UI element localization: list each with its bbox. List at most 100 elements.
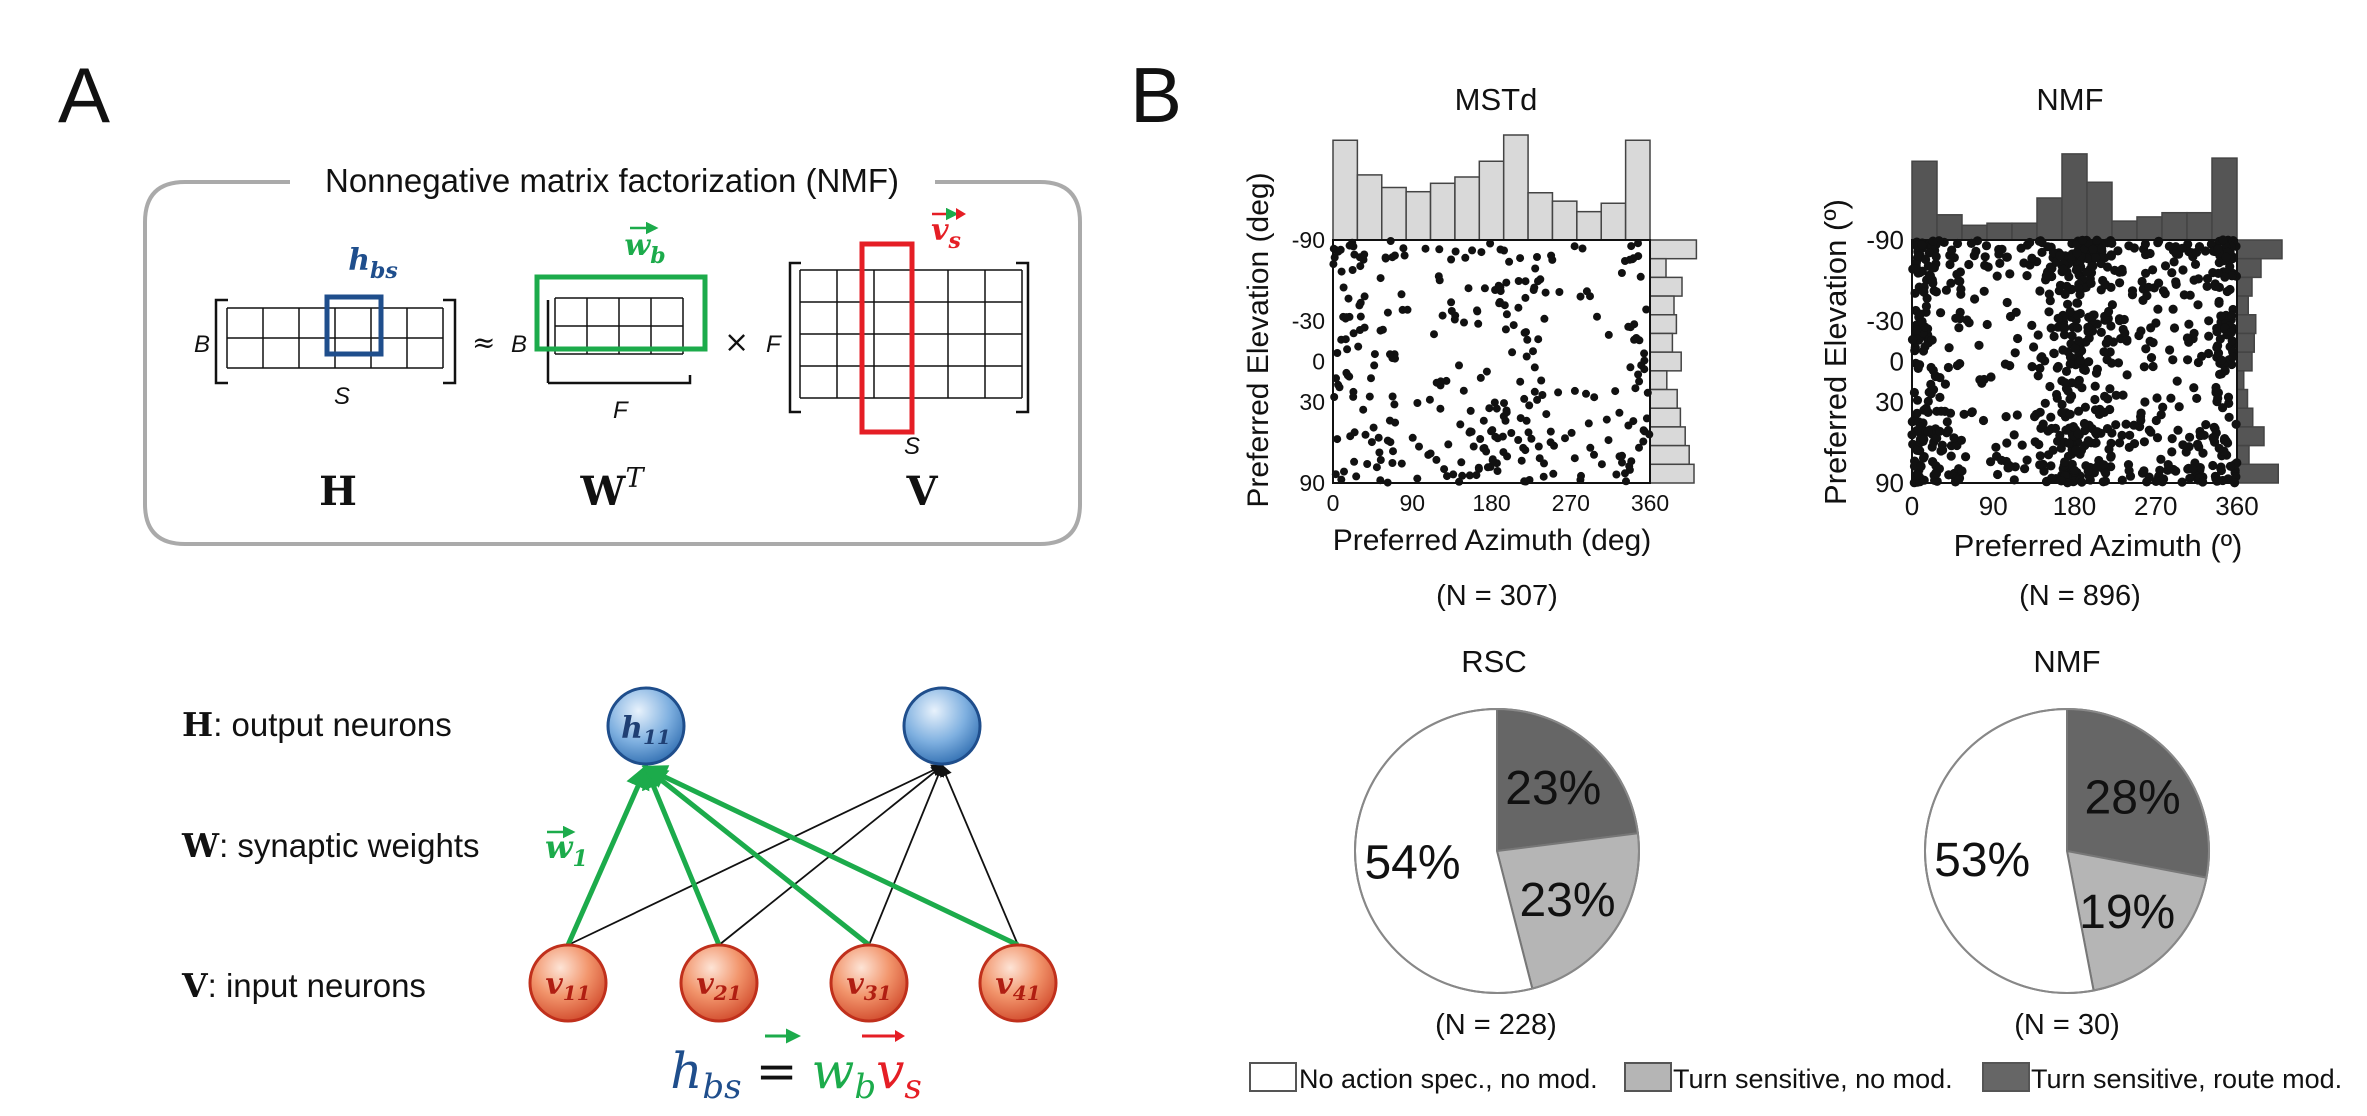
legend-label-no-action: No action spec., no mod.: [1299, 1064, 1598, 1094]
azimuth-histogram-bar: [2036, 197, 2063, 241]
dim-b-label-h: B: [194, 331, 210, 358]
data-point: [1333, 349, 1342, 357]
data-point: [1530, 363, 1539, 372]
data-point: [1516, 377, 1525, 386]
data-point: [1538, 391, 1547, 399]
dim-s-label-h: S: [334, 383, 350, 410]
data-point: [1916, 461, 1926, 471]
data-point: [1974, 340, 1984, 350]
data-point: [1438, 311, 1447, 320]
data-point: [2092, 235, 2102, 245]
data-point: [2083, 436, 2093, 446]
data-point: [1399, 244, 1408, 253]
data-point: [2068, 422, 2078, 432]
data-point: [1488, 426, 1497, 435]
data-point: [1464, 284, 1473, 293]
data-point: [2016, 243, 2026, 253]
data-point: [1597, 460, 1606, 469]
data-point: [1931, 468, 1942, 479]
data-point: [1936, 406, 1946, 416]
data-point: [2055, 251, 2065, 261]
data-point: [2139, 466, 2149, 476]
data-point: [2052, 389, 2062, 400]
data-point: [1533, 395, 1542, 404]
data-point: [1491, 432, 1500, 441]
data-point: [1618, 458, 1626, 467]
data-point: [1626, 363, 1635, 372]
input-neuron-label: v21: [696, 967, 741, 1005]
data-point: [2009, 430, 2019, 440]
data-point: [1421, 244, 1430, 253]
data-point: [2044, 289, 2054, 299]
data-point: [1460, 318, 1468, 327]
data-point: [1570, 386, 1579, 395]
data-point: [1386, 237, 1395, 245]
data-point: [2216, 355, 2227, 365]
data-point: [1913, 470, 1923, 480]
azimuth-histogram-bar: [1478, 160, 1505, 241]
data-point: [1582, 389, 1590, 398]
azimuth-histogram-bar: [2086, 181, 2113, 241]
data-point: [1415, 442, 1423, 451]
data-point: [1925, 271, 1935, 281]
data-point: [2166, 393, 2176, 403]
azimuth-histogram-bar: [1332, 139, 1359, 241]
data-point: [2193, 300, 2203, 310]
data-point: [2041, 271, 2051, 281]
elevation-histogram-bar: [1649, 370, 1668, 391]
data-point: [1952, 360, 1962, 371]
elevation-histogram-bar: [1649, 444, 1690, 466]
data-point: [1946, 451, 1956, 461]
data-point: [2050, 423, 2061, 433]
data-point: [2067, 331, 2077, 341]
data-point: [1466, 406, 1475, 415]
vs-vector-arrowhead: [956, 208, 966, 220]
data-point: [2098, 251, 2108, 261]
data-point: [1910, 346, 1920, 356]
data-point: [2067, 378, 2077, 388]
data-point: [2148, 265, 2158, 275]
data-point: [2062, 281, 2072, 291]
data-point: [2159, 474, 2169, 484]
data-point: [1456, 420, 1465, 429]
nmf-azimuth-histogram: [1911, 153, 2238, 241]
azimuth-histogram-bar: [2111, 220, 2138, 241]
dim-f-label-v: F: [766, 331, 782, 358]
data-point: [2099, 347, 2109, 357]
data-point: [1640, 349, 1649, 358]
pie-slice-label: 53%: [1934, 834, 2030, 887]
data-point: [2151, 476, 2161, 486]
data-point: [1624, 421, 1633, 430]
data-point: [2017, 440, 2027, 450]
pie-outline: [1924, 708, 2210, 994]
data-point: [1482, 367, 1491, 376]
elevation-histogram-bar: [2236, 388, 2249, 409]
data-point: [1375, 448, 1384, 457]
data-point: [1449, 470, 1458, 479]
data-point: [1534, 277, 1542, 286]
hbs-highlight: [324, 294, 384, 357]
azimuth-histogram-bar: [2186, 211, 2213, 241]
data-point: [2058, 345, 2068, 355]
data-point: [2034, 439, 2044, 450]
mstd-elevation-histogram: [1649, 239, 1698, 484]
x-tick-label: 360: [2215, 491, 2258, 521]
data-point: [1533, 253, 1541, 261]
mstd-ylabel: Preferred Elevation (deg): [1242, 172, 1275, 507]
data-point: [2122, 335, 2132, 345]
data-point: [1582, 287, 1591, 296]
data-point: [1923, 427, 1933, 437]
data-point: [2029, 342, 2039, 352]
data-point: [1391, 418, 1400, 427]
h11-label: h11: [621, 711, 671, 749]
data-point: [2001, 412, 2011, 422]
data-point: [2106, 462, 2116, 472]
elevation-histogram-bar: [1649, 351, 1682, 372]
data-point: [1440, 465, 1449, 474]
nmf-xlabel: Preferred Azimuth (º): [1954, 528, 2243, 563]
data-point: [1348, 266, 1357, 274]
eq-v-vector-arrowhead: [895, 1030, 905, 1042]
data-point: [2167, 434, 2177, 444]
data-point: [2071, 445, 2081, 455]
pie-rsc-title: RSC: [1461, 644, 1526, 679]
